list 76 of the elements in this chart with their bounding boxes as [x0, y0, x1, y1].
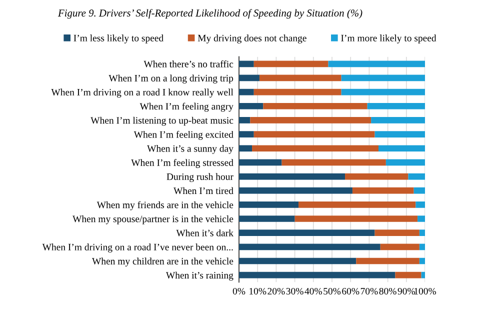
bar — [298, 202, 416, 208]
y-tick-label: When my friends are in the vehicle — [96, 201, 234, 210]
bar — [239, 74, 260, 82]
bar — [378, 145, 425, 152]
bar — [408, 173, 425, 180]
bar — [282, 159, 386, 166]
bar — [259, 74, 342, 82]
bar — [254, 88, 342, 96]
bar — [239, 216, 295, 222]
bar — [356, 258, 420, 264]
bar — [254, 131, 375, 138]
y-tick-label: When I’m on a long driving trip — [108, 74, 234, 84]
bar — [352, 187, 414, 194]
bar — [341, 74, 425, 82]
bar — [395, 272, 422, 278]
bar — [239, 173, 346, 180]
x-tick-label: 20% — [268, 288, 285, 295]
x-tick-label: 30% — [286, 288, 304, 295]
bar — [239, 60, 254, 68]
y-tick-label: When it’s raining — [166, 272, 234, 281]
bar — [239, 258, 356, 264]
bar — [418, 216, 425, 222]
bar — [341, 88, 425, 96]
bar — [345, 173, 408, 180]
y-tick-label: When I’m driving on a road I’ve never been on... — [42, 244, 233, 252]
x-tick-label: 10% — [250, 288, 266, 295]
legend-label: My driving does not change — [198, 34, 306, 44]
bar — [419, 230, 425, 236]
x-tick-label: 100% — [414, 288, 436, 295]
y-tick-label: When it’s dark — [176, 229, 234, 236]
x-tick-label: 50% — [324, 288, 341, 295]
legend-label: I’m less likely to speed — [74, 34, 164, 44]
bar — [239, 131, 254, 138]
y-tick-label: When I’m feeling angry — [140, 102, 234, 112]
y-tick-label: When I’m feeling stressed — [131, 159, 234, 168]
bar — [239, 117, 250, 124]
bar — [239, 102, 264, 110]
bar — [252, 145, 378, 152]
y-tick-label: When it’s a sunny day — [147, 144, 234, 154]
bar — [367, 102, 425, 110]
y-tick-label: When I’m feeling excited — [134, 130, 234, 140]
bar — [239, 187, 352, 194]
bar — [239, 202, 299, 208]
bar — [386, 159, 425, 166]
y-tick-label: When I’m tired — [174, 187, 234, 194]
y-tick-label: During rush hour — [166, 173, 234, 182]
bar — [371, 117, 425, 124]
bar — [250, 117, 372, 124]
bar — [414, 187, 425, 194]
bar — [374, 230, 420, 236]
legend-label: I’m more likely to speed — [341, 34, 436, 44]
x-tick-label: 0% — [232, 288, 246, 295]
bar — [239, 159, 282, 166]
bar — [328, 60, 425, 68]
x-tick-label: 70% — [360, 288, 378, 295]
x-tick-label: 80% — [379, 288, 396, 295]
bar — [239, 272, 396, 278]
bar — [239, 145, 252, 152]
y-tick-label: When my children are in the vehicle — [92, 258, 234, 266]
bar — [239, 88, 254, 96]
y-tick-label: When I’m listening to up-beat music — [90, 116, 234, 126]
bar — [374, 131, 425, 138]
y-tick-label: When I’m driving on a road I know really well — [51, 88, 234, 98]
chart-title: Figure 9. Drivers’ Self-Reported Likelihood of Speeding by Situation (%) — [58, 9, 362, 19]
bar — [239, 230, 375, 236]
bar — [239, 244, 380, 250]
bar — [263, 102, 368, 110]
x-tick-label: 60% — [342, 288, 360, 295]
x-tick-label: 40% — [304, 288, 322, 295]
bar — [380, 244, 420, 250]
x-tick-label: 90% — [398, 288, 415, 295]
y-tick-label: When my spouse/partner is in the vehicle — [72, 215, 234, 224]
bar — [294, 216, 418, 222]
bar — [254, 60, 328, 68]
bar — [416, 202, 425, 208]
y-tick-label: When there’s no traffic — [144, 60, 234, 68]
